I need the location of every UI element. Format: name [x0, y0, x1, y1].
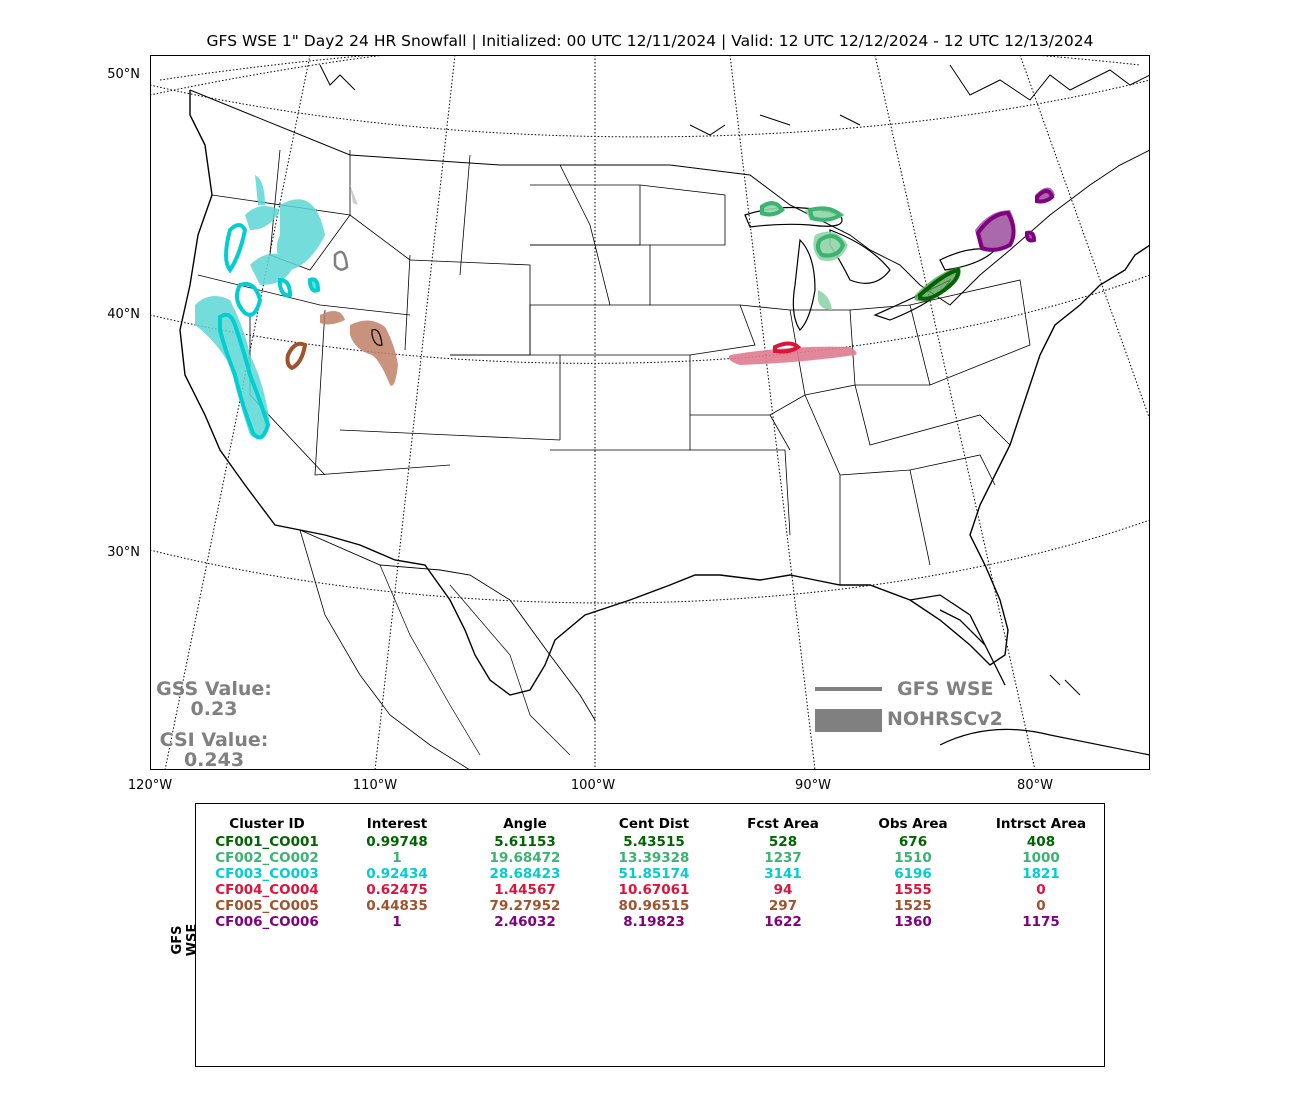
table-cell-fcst-area: 1237: [764, 850, 802, 866]
table-cell-interest: 0.44835: [366, 898, 428, 914]
snow-clusters: [195, 175, 1055, 440]
table-cell-cluster-id: CF006_CO006: [215, 914, 319, 930]
table-cell-intrsct-area: 0: [1036, 882, 1046, 898]
lon-label-80w: 80°W: [1017, 778, 1053, 793]
table-cell-fcst-area: 3141: [764, 866, 802, 882]
lake-huron: [829, 229, 891, 284]
cluster-table: [195, 803, 1105, 1067]
col-header-intrsct-area: Intrsct Area: [995, 816, 1087, 832]
table-cell-cent-dist: 51.85174: [618, 866, 690, 882]
table-cell-angle: 5.61153: [494, 834, 556, 850]
table-cell-cluster-id: CF005_CO005: [215, 898, 319, 914]
table-cell-obs-area: 1510: [894, 850, 932, 866]
lon-label-100w: 100°W: [570, 778, 616, 793]
table-cell-interest: 1: [392, 850, 402, 866]
table-cell-interest: 1: [392, 914, 402, 930]
mexico-border: [299, 529, 596, 721]
lon-label-90w: 90°W: [795, 778, 831, 793]
csi-label: CSI Value:: [159, 729, 269, 751]
table-cell-obs-area: 1525: [894, 898, 932, 914]
table-cell-intrsct-area: 1821: [1022, 866, 1060, 882]
table-cell-intrsct-area: 1175: [1022, 914, 1060, 930]
col-header-interest: Interest: [366, 816, 428, 832]
florida: [909, 594, 1006, 686]
lake-superior: [744, 206, 843, 228]
table-cell-obs-area: 1360: [894, 914, 932, 930]
table-cell-cent-dist: 5.43515: [623, 834, 685, 850]
table-cell-angle: 19.68472: [489, 850, 561, 866]
table-cell-angle: 28.68423: [489, 866, 561, 882]
lon-label-110w: 110°W: [352, 778, 398, 793]
table-cell-intrsct-area: 408: [1026, 834, 1056, 850]
col-header-fcst-area: Fcst Area: [747, 816, 819, 832]
lon-label-120w: 120°W: [127, 778, 173, 793]
table-cell-cent-dist: 8.19823: [623, 914, 685, 930]
table-cell-fcst-area: 94: [773, 882, 793, 898]
table-cell-cluster-id: CF003_CO003: [215, 866, 319, 882]
table-cell-cluster-id: CF001_CO001: [215, 834, 319, 850]
table-cell-fcst-area: 297: [768, 898, 798, 914]
table-cell-obs-area: 676: [898, 834, 928, 850]
graticule-lat-50: [150, 55, 388, 96]
lake-michigan: [792, 238, 816, 331]
gss-label: GSS Value:: [156, 678, 272, 700]
snowfall-map: [150, 55, 1150, 770]
col-header-cluster-id: Cluster ID: [229, 816, 305, 832]
table-cell-cent-dist: 10.67061: [618, 882, 690, 898]
table-cell-angle: 2.46032: [494, 914, 556, 930]
lat-label-50n: 50°N: [107, 67, 140, 82]
csi-value: 0.243: [183, 749, 245, 771]
table-cell-fcst-area: 528: [768, 834, 798, 850]
col-header-cent-dist: Cent Dist: [618, 816, 690, 832]
table-cell-obs-area: 1555: [894, 882, 932, 898]
table-cell-intrsct-area: 0: [1036, 898, 1046, 914]
table-cell-cluster-id: CF002_CO002: [215, 850, 319, 866]
table-cell-angle: 1.44567: [494, 882, 556, 898]
gss-value: 0.23: [190, 698, 238, 720]
table-cell-obs-area: 6196: [894, 866, 932, 882]
map-frame: [150, 55, 1150, 770]
lat-label-40n: 40°N: [107, 307, 140, 322]
table-ylabel: GFS WSE: [170, 923, 200, 957]
col-header-obs-area: Obs Area: [878, 816, 948, 832]
legend-forecast-label: GFS WSE: [897, 678, 994, 700]
table-cell-angle: 79.27952: [489, 898, 561, 914]
col-header-angle: Angle: [503, 816, 547, 832]
table-cell-cent-dist: 80.96515: [618, 898, 690, 914]
us-outline: [179, 90, 1150, 696]
map-title: GFS WSE 1" Day2 24 HR Snowfall | Initial…: [206, 32, 1094, 50]
table-cell-cent-dist: 13.39328: [618, 850, 690, 866]
canada-border: [189, 89, 1150, 306]
table-cell-interest: 0.92434: [366, 866, 428, 882]
table-cell-interest: 0.62475: [366, 882, 428, 898]
table-cell-fcst-area: 1622: [764, 914, 802, 930]
legend-observed-swatch: [815, 709, 882, 732]
legend-observed-label: NOHRSCv2: [887, 708, 1003, 730]
table-cell-interest: 0.99748: [366, 834, 428, 850]
table-cell-cluster-id: CF004_CO004: [215, 882, 319, 898]
lat-label-30n: 30°N: [107, 545, 140, 560]
table-cell-intrsct-area: 1000: [1022, 850, 1060, 866]
